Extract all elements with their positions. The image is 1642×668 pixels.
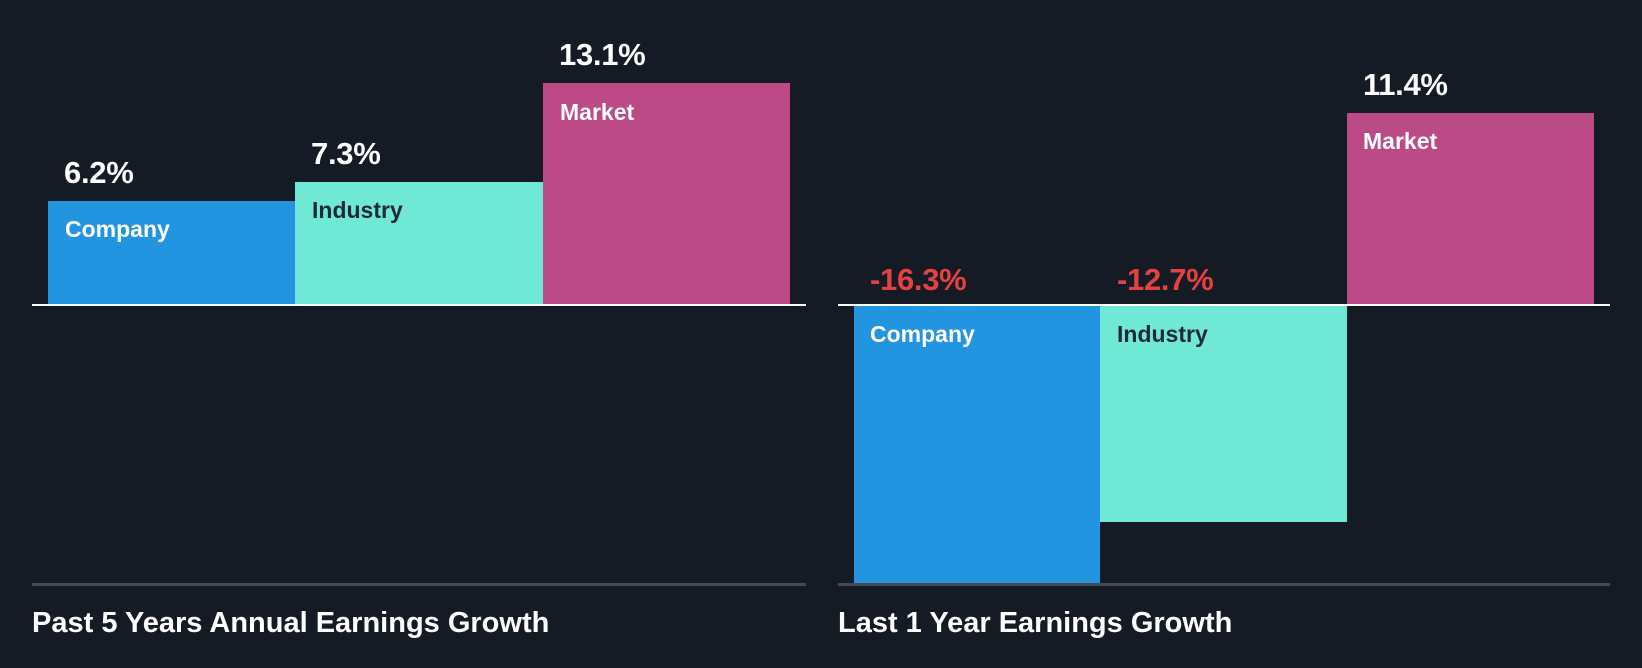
bar-label-market: Market bbox=[1363, 128, 1438, 154]
value-label-industry: -12.7% bbox=[1117, 262, 1214, 297]
value-label-market: 11.4% bbox=[1363, 67, 1448, 102]
bar-industry bbox=[1100, 305, 1347, 522]
bar-market bbox=[543, 83, 790, 305]
bar-label-industry: Industry bbox=[1117, 321, 1208, 347]
value-label-market: 13.1% bbox=[559, 37, 646, 72]
value-label-company: -16.3% bbox=[870, 262, 967, 297]
chart-past-5-years: 6.2% 7.3% 13.1% Company Industry Market … bbox=[32, 37, 806, 639]
bar-market bbox=[1347, 113, 1594, 305]
zero-baseline bbox=[838, 304, 1610, 306]
bottom-axis-line bbox=[32, 583, 806, 586]
bar-label-market: Market bbox=[560, 99, 635, 125]
bar-label-industry: Industry bbox=[312, 197, 403, 223]
value-label-industry: 7.3% bbox=[311, 136, 381, 171]
bar-industry bbox=[295, 182, 543, 305]
bottom-axis-line bbox=[838, 583, 1610, 586]
bar-label-company: Company bbox=[870, 321, 975, 347]
bar-company bbox=[854, 305, 1100, 584]
chart-title: Last 1 Year Earnings Growth bbox=[838, 607, 1233, 639]
bar-company bbox=[48, 201, 295, 305]
bar-label-company: Company bbox=[65, 216, 170, 242]
zero-baseline bbox=[32, 304, 806, 306]
chart-title: Past 5 Years Annual Earnings Growth bbox=[32, 607, 550, 639]
value-label-company: 6.2% bbox=[64, 155, 134, 190]
